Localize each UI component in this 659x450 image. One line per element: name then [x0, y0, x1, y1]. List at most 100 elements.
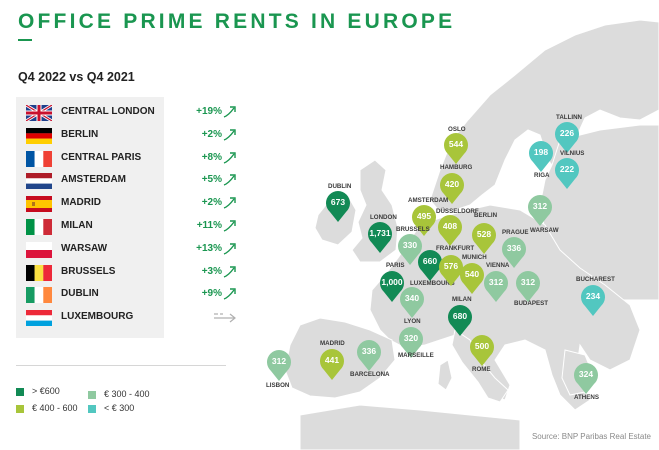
map-pin-vilnius: 222 [554, 158, 580, 190]
pin-value: 1,000 [381, 277, 403, 287]
table-row: AMSTERDAM +5% [16, 169, 236, 192]
pin-city-label-milan: MILAN [452, 296, 472, 303]
pin-city-label-budapest: BUDAPEST [514, 300, 549, 307]
pin-value: 441 [324, 355, 340, 365]
map-pin-prague: 336 [501, 237, 527, 269]
pin-city-label-bucharest: BUCHAREST [576, 276, 615, 283]
map-pin-london: 1,731 [367, 222, 393, 254]
pin-value: 1,731 [369, 228, 391, 238]
pin-city-label-warsaw: WARSAW [530, 227, 559, 234]
pin-city-label-amsterdam: AMSTERDAM [408, 197, 449, 204]
table-change-value: +11% [196, 220, 222, 231]
map-pin-brussels: 330 [397, 234, 423, 266]
legend-label-400-600: € 400 - 600 [32, 403, 78, 413]
uk-flag-icon [26, 105, 52, 121]
title-underline [18, 39, 32, 41]
pin-value: 312 [488, 277, 504, 287]
pin-city-label-munich: MUNICH [462, 254, 487, 261]
map-pin-warsaw: 312 [527, 195, 553, 227]
map-pin-berlin: 528 [471, 223, 497, 255]
table-city-label: WARSAW [61, 242, 108, 254]
table-city-label: MADRID [61, 197, 101, 209]
page-title: OFFICE PRIME RENTS IN EUROPE [18, 10, 456, 33]
table-change-value: +2% [201, 197, 222, 209]
pin-value: 660 [422, 256, 438, 266]
pin-value: 234 [585, 291, 601, 301]
pin-value: 222 [559, 164, 575, 174]
pin-value: 198 [533, 147, 549, 157]
pin-value: 312 [532, 201, 548, 211]
pin-city-label-lyon: LYON [404, 318, 421, 325]
italy-flag-icon [26, 219, 52, 235]
table-change-value: +2% [201, 128, 222, 140]
germany-flag-icon [26, 127, 52, 144]
poland-flag-icon [26, 241, 52, 258]
pin-value: 680 [452, 311, 468, 321]
table-city-label: AMSTERDAM [61, 174, 126, 186]
table-city-label: MILAN [61, 220, 93, 231]
table-city-label: LUXEMBOURG [61, 311, 134, 323]
pin-value: 312 [271, 356, 287, 366]
table-change-value: +13% [196, 242, 222, 254]
pin-value: 420 [444, 179, 460, 189]
map-pin-oslo: 544 [443, 133, 469, 165]
table-change-value: +19% [196, 106, 222, 117]
pin-value: 336 [506, 243, 522, 253]
source-note: Source: BNP Paribas Real Estate [531, 432, 651, 441]
table-row: WARSAW +13% [16, 238, 236, 261]
pin-value: 673 [330, 197, 346, 207]
pin-value: 540 [464, 269, 480, 279]
pin-city-label-frankfurt: FRANKFURT [436, 245, 475, 252]
table-change-value: +8% [201, 151, 222, 163]
map-pin-hamburg: 420 [439, 173, 465, 205]
map-pin-lyon: 340 [399, 287, 425, 319]
map-pin-luxembourg: 660 [417, 250, 443, 282]
map-pin-dusseldorf: 408 [437, 215, 463, 247]
pin-value: 500 [474, 341, 490, 351]
up-arrow-icon [222, 241, 238, 257]
pin-city-label-riga: RIGA [534, 172, 550, 179]
pin-city-label-tallinn: TALLINN [556, 114, 583, 121]
map-pin-barcelona: 336 [356, 340, 382, 372]
pin-city-label-barcelona: BARCELONA [350, 371, 390, 378]
map-pin-athens: 324 [573, 363, 599, 395]
pin-city-label-dusseldorf: DÜSSELDORF [436, 208, 479, 215]
pin-city-label-london: LONDON [370, 214, 397, 221]
legend-label-under-300: < € 300 [104, 403, 135, 413]
pin-city-label-dublin: DUBLIN [328, 183, 352, 190]
ireland-flag-icon [26, 287, 52, 304]
table-change-value: +3% [201, 265, 222, 277]
map-pin-vienna: 312 [483, 271, 509, 303]
pin-city-label-hamburg: HAMBURG [440, 164, 473, 171]
legend-label-300-400: € 300 - 400 [104, 389, 150, 399]
map-pin-budapest: 312 [515, 271, 541, 303]
pin-value: 226 [559, 128, 575, 138]
map-pin-riga: 198 [528, 141, 554, 173]
up-arrow-icon [222, 286, 238, 302]
pin-city-label-prague: PRAGUE [502, 229, 529, 236]
map-pin-madrid: 441 [319, 349, 345, 381]
netherlands-flag-icon [26, 173, 52, 190]
map-pin-milan: 680 [447, 305, 473, 337]
comparison-subtitle: Q4 2022 vs Q4 2021 [18, 70, 135, 84]
legend-swatch-teal [88, 405, 96, 413]
table-row: LUXEMBOURG [16, 306, 236, 329]
france-flag-icon [26, 150, 52, 167]
table-change-value: +5% [201, 174, 222, 186]
table-row: MADRID +2% [16, 192, 236, 215]
flat-arrow-icon [214, 309, 238, 325]
table-row: MILAN +11% [16, 215, 236, 238]
up-arrow-icon [222, 264, 238, 280]
legend-label-over-600: > €600 [32, 386, 60, 396]
table-city-label: DUBLIN [61, 288, 99, 300]
pin-city-label-paris: PARIS [386, 262, 405, 269]
pin-value: 324 [578, 369, 594, 379]
map-pin-tallinn: 226 [554, 122, 580, 154]
pin-city-label-lisbon: LISBON [266, 382, 290, 389]
pin-city-label-vilnius: VILNIUS [560, 150, 585, 157]
pin-city-label-madrid: MADRID [320, 340, 345, 347]
table-row: BRUSSELS +3% [16, 261, 236, 284]
pin-value: 320 [403, 333, 419, 343]
map-pin-frankfurt: 576 [438, 255, 464, 287]
pin-value: 576 [443, 261, 459, 271]
